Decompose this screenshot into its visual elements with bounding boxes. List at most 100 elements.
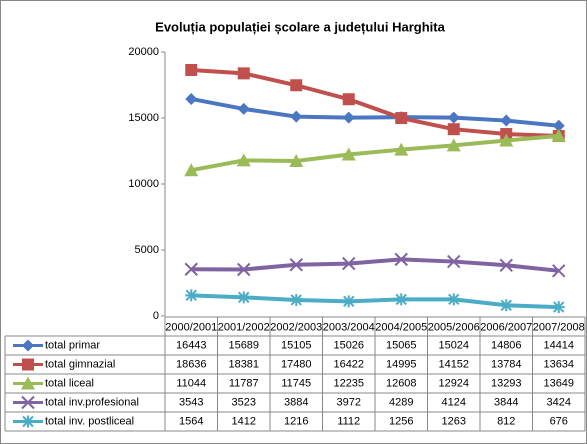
marker [342,111,355,124]
marker [185,64,198,77]
chart-title: Evoluția populației școlare a județului … [155,19,445,34]
x-tick-label: 2000/2001 [165,321,217,333]
marker [447,111,460,124]
marker [341,147,356,161]
marker [289,258,303,272]
marker [290,293,303,306]
table-value: 1216 [284,415,308,427]
table-value: 14152 [438,358,469,370]
table-value: 14806 [491,339,522,351]
y-tick-label: 5000 [135,244,159,256]
table-value: 13649 [543,377,574,389]
table-value: 1564 [179,415,203,427]
table-value: 3424 [547,396,571,408]
table-value: 3844 [494,396,518,408]
table-value: 16422 [333,358,364,370]
table-value: 3884 [284,396,308,408]
table-value: 13634 [543,358,574,370]
table-value: 14414 [543,339,574,351]
marker [289,153,304,167]
marker [184,262,198,276]
marker [395,293,408,306]
legend-label: total inv.profesional [45,396,139,408]
marker [237,67,250,80]
table-value: 12924 [438,377,469,389]
x-tick-label: 2005/2006 [428,321,480,333]
marker [552,301,565,314]
y-tick-label: 15000 [128,112,159,124]
table-value: 13293 [491,377,522,389]
marker [290,110,303,123]
table-value: 17480 [281,358,312,370]
marker [447,254,461,269]
marker [447,123,460,136]
marker [237,262,251,277]
y-tick-label: 10000 [128,178,159,190]
marker [237,291,250,304]
table-value: 1412 [232,415,256,427]
table-value: 4124 [442,396,466,408]
series-line [191,257,559,273]
table-value: 676 [550,415,568,427]
marker [499,258,513,272]
table-value: 14995 [386,358,417,370]
legend-marker [21,395,35,410]
legend-marker [21,376,35,390]
table-value: 15105 [281,339,312,351]
legend-marker [22,415,34,428]
marker [395,112,408,125]
marker [551,128,566,142]
x-tick-label: 2006/2007 [480,321,532,333]
table-value: 16443 [176,339,207,351]
marker [552,264,566,278]
table-value: 3543 [179,396,203,408]
table-value: 3523 [232,396,256,408]
table-value: 13784 [491,358,522,370]
x-tick-label: 2002/2003 [270,321,322,333]
table-value: 11044 [176,377,206,389]
table-value: 12608 [386,377,417,389]
table-value: 11745 [281,377,311,389]
marker [500,114,513,127]
marker [499,133,514,147]
marker [290,79,303,92]
legend-label: total primar [45,339,100,351]
legend-marker [22,339,34,352]
legend-label: total inv. postliceal [45,415,134,427]
table-value: 1256 [389,415,413,427]
table-value: 18636 [176,358,207,370]
series-line [190,96,559,128]
legend-marker [22,358,34,371]
marker [500,299,513,312]
marker [236,153,251,167]
table-value: 15024 [438,339,469,351]
legend-label: total liceal [45,377,94,389]
marker [342,295,355,308]
marker [185,289,198,302]
marker [447,293,460,306]
series-line [191,293,559,310]
marker [394,252,408,267]
series-line [190,133,559,173]
table-value: 15065 [386,339,417,351]
table-value: 12235 [333,377,364,389]
marker [342,256,356,271]
marker [185,92,198,105]
table-value: 1112 [337,415,360,427]
table-value: 15026 [333,339,364,351]
marker [237,102,250,115]
table-value: 1263 [442,415,466,427]
x-tick-label: 2004/2005 [375,321,427,333]
x-tick-label: 2003/2004 [323,321,375,333]
marker [342,93,355,106]
table-value: 11787 [229,377,259,389]
table-value: 4289 [389,396,413,408]
marker [446,138,461,152]
table-value: 3972 [337,396,361,408]
marker [184,163,199,177]
table-value: 15689 [228,339,259,351]
y-tick-label: 0 [153,310,159,322]
y-tick-label: 20000 [128,46,159,58]
